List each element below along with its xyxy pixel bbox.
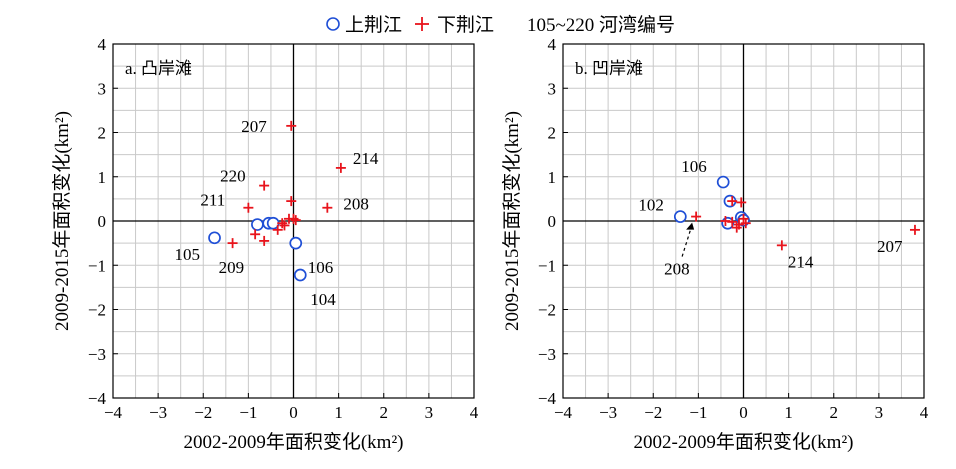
legend-label-upper: 上荆江: [345, 14, 402, 36]
annotation-arrow-head: [686, 222, 695, 230]
x-tick-label: 0: [739, 403, 748, 422]
x-tick-label: 1: [334, 403, 343, 422]
point-label: 207: [241, 117, 267, 136]
x-tick-label: 0: [289, 403, 298, 422]
x-tick-label: 3: [875, 403, 884, 422]
y-tick-label: −4: [538, 389, 557, 408]
x-tick-label: −4: [104, 403, 123, 422]
point-label: 211: [200, 191, 225, 210]
x-tick-label: 3: [425, 403, 434, 422]
point-upper-jingjiang: [716, 175, 730, 189]
point-label: 106: [308, 258, 334, 277]
x-tick-label: 2: [380, 403, 389, 422]
legend-marker-upper: [326, 17, 340, 31]
point-lower-jingjiang: [290, 215, 301, 226]
y-tick-label: 1: [98, 168, 107, 187]
point-upper-jingjiang: [208, 231, 221, 245]
y-tick-label: 3: [98, 79, 107, 98]
y-tick-label: −2: [88, 301, 106, 320]
point-label: 105: [175, 245, 201, 264]
x-tick-label: −3: [149, 403, 167, 422]
point-label: 104: [310, 290, 336, 309]
x-tick-label: −2: [194, 403, 212, 422]
y-tick-label: −4: [88, 389, 107, 408]
point-label: 106: [681, 157, 707, 176]
point-label: 214: [788, 252, 814, 271]
point-upper-jingjiang: [251, 218, 264, 231]
point-lower-jingjiang: [733, 219, 744, 230]
x-tick-label: 4: [470, 403, 479, 422]
y-tick-label: 3: [548, 79, 557, 98]
panel-label: a. 凸岸滩: [125, 59, 192, 78]
point-label: 214: [353, 149, 379, 168]
point-label: 220: [220, 167, 246, 186]
point-lower-jingjiang: [279, 220, 290, 231]
y-tick-label: −1: [538, 256, 556, 275]
y-axis-label: 2009-2015年面积变化(km²): [51, 111, 73, 331]
point-lower-jingjiang: [250, 229, 261, 240]
point-lower-jingjiang: [227, 238, 238, 249]
x-axis-label: 2002-2009年面积变化(km²): [634, 431, 854, 453]
x-tick-label: −3: [599, 403, 617, 422]
x-tick-label: 4: [920, 403, 929, 422]
legend-note: 105~220 河湾编号: [527, 14, 675, 36]
point-lower-jingjiang: [335, 162, 346, 173]
point-lower-jingjiang: [286, 120, 297, 131]
point-upper-jingjiang: [289, 236, 303, 250]
y-tick-label: −3: [88, 345, 106, 364]
point-lower-jingjiang: [736, 197, 747, 208]
panel-b: −4 −3 −2 −1 0 1 2 3 4 −4 −3 −2 −1 0 1 2 3 4 2002-2009年面积变化…: [501, 35, 929, 453]
x-tick-label: −2: [644, 403, 662, 422]
point-upper-jingjiang: [293, 268, 307, 282]
x-tick-label: −1: [689, 403, 707, 422]
x-tick-label: 1: [784, 403, 793, 422]
point-lower-jingjiang: [272, 224, 283, 235]
y-tick-label: 4: [548, 35, 557, 54]
point-label: 208: [343, 195, 369, 214]
x-axis-label: 2002-2009年面积变化(km²): [184, 431, 404, 453]
y-tick-label: 1: [548, 168, 557, 187]
x-tick-label: −1: [239, 403, 257, 422]
x-tick-label: 2: [830, 403, 839, 422]
y-tick-label: −3: [538, 345, 556, 364]
point-label: 102: [638, 196, 664, 215]
y-tick-label: 0: [548, 212, 557, 231]
point-lower-jingjiang: [740, 218, 751, 229]
point-label: 207: [877, 237, 903, 256]
y-tick-label: 2: [548, 124, 557, 143]
panel-a: −4 −3 −2 −1 0 1 2 3 4 −4 −3 −2 −1 0 1 2 3 4 2002-2009年面积变化…: [51, 35, 479, 453]
point-lower-jingjiang: [288, 213, 299, 224]
panel-label: b. 凹岸滩: [575, 59, 643, 78]
point-lower-jingjiang: [277, 218, 288, 229]
point-lower-jingjiang: [259, 235, 270, 246]
point-lower-jingjiang: [286, 196, 297, 207]
point-lower-jingjiang: [259, 180, 270, 191]
legend-label-lower: 下荆江: [437, 14, 494, 36]
point-lower-jingjiang: [322, 202, 333, 213]
y-tick-label: −2: [538, 301, 556, 320]
point-lower-jingjiang: [738, 213, 749, 224]
point-upper-jingjiang: [673, 210, 687, 223]
y-tick-label: 0: [98, 212, 107, 231]
legend: 上荆江 下荆江 105~220 河湾编号: [326, 14, 675, 36]
point-lower-jingjiang: [691, 211, 702, 222]
x-tick-label: −4: [554, 403, 573, 422]
point-lower-jingjiang: [727, 196, 738, 207]
point-lower-jingjiang: [776, 240, 787, 251]
legend-marker-lower: [415, 17, 429, 31]
point-lower-jingjiang: [720, 216, 731, 226]
y-tick-label: 2: [98, 124, 107, 143]
point-lower-jingjiang: [909, 224, 920, 235]
y-tick-label: 4: [98, 35, 107, 54]
point-lower-jingjiang: [243, 202, 254, 213]
point-label: 209: [219, 258, 245, 277]
y-tick-label: −1: [88, 256, 106, 275]
y-axis-label: 2009-2015年面积变化(km²): [501, 111, 523, 331]
point-label: 208: [664, 260, 690, 279]
